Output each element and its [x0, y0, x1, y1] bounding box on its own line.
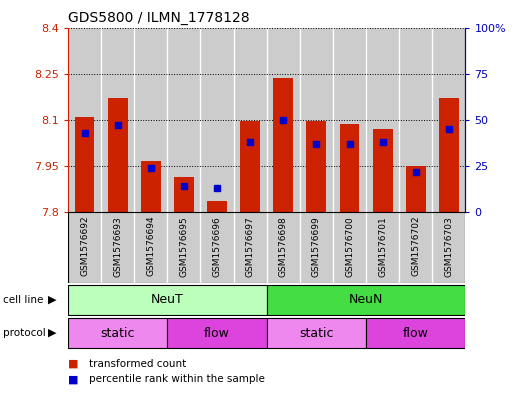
Text: GSM1576698: GSM1576698 — [279, 216, 288, 277]
Text: static: static — [299, 327, 334, 340]
Text: GSM1576703: GSM1576703 — [445, 216, 453, 277]
Text: GSM1576692: GSM1576692 — [80, 216, 89, 276]
Text: ▶: ▶ — [48, 328, 56, 338]
Bar — [333, 212, 366, 283]
Bar — [68, 318, 167, 348]
Text: static: static — [100, 327, 135, 340]
Bar — [141, 162, 161, 212]
Bar — [399, 212, 433, 283]
Text: flow: flow — [204, 327, 230, 340]
Text: cell line: cell line — [3, 295, 43, 305]
Bar — [101, 212, 134, 283]
Text: GSM1576697: GSM1576697 — [246, 216, 255, 277]
Text: ■: ■ — [68, 358, 78, 369]
Text: GSM1576693: GSM1576693 — [113, 216, 122, 277]
Bar — [200, 28, 234, 212]
Text: GSM1576694: GSM1576694 — [146, 216, 155, 276]
Bar — [366, 28, 399, 212]
Bar — [300, 28, 333, 212]
Bar — [406, 166, 426, 212]
Text: GSM1576701: GSM1576701 — [378, 216, 387, 277]
Bar — [433, 28, 465, 212]
Bar — [134, 28, 167, 212]
Bar — [300, 212, 333, 283]
Bar — [234, 28, 267, 212]
Bar — [68, 28, 101, 212]
Bar — [240, 121, 260, 212]
Bar — [167, 28, 200, 212]
Text: GSM1576700: GSM1576700 — [345, 216, 354, 277]
Bar — [373, 129, 393, 212]
Bar — [333, 28, 366, 212]
Bar — [267, 285, 465, 315]
Bar — [399, 28, 433, 212]
Text: ▶: ▶ — [48, 295, 56, 305]
Text: percentile rank within the sample: percentile rank within the sample — [89, 374, 265, 384]
Text: GSM1576699: GSM1576699 — [312, 216, 321, 277]
Bar — [68, 212, 101, 283]
Bar — [68, 285, 267, 315]
Text: transformed count: transformed count — [89, 358, 186, 369]
Text: NeuT: NeuT — [151, 293, 184, 306]
Bar — [366, 212, 399, 283]
Text: GSM1576696: GSM1576696 — [212, 216, 222, 277]
Text: GDS5800 / ILMN_1778128: GDS5800 / ILMN_1778128 — [68, 11, 249, 25]
Bar — [267, 28, 300, 212]
Bar — [366, 318, 465, 348]
Bar — [439, 98, 459, 212]
Text: ■: ■ — [68, 374, 78, 384]
Bar — [167, 318, 267, 348]
Bar — [339, 125, 359, 212]
Text: flow: flow — [403, 327, 429, 340]
Bar — [200, 212, 234, 283]
Bar — [433, 212, 465, 283]
Bar — [267, 212, 300, 283]
Bar — [101, 28, 134, 212]
Bar — [75, 117, 95, 212]
Bar — [234, 212, 267, 283]
Bar — [174, 177, 194, 212]
Bar — [306, 121, 326, 212]
Text: protocol: protocol — [3, 328, 46, 338]
Bar — [274, 78, 293, 212]
Text: GSM1576695: GSM1576695 — [179, 216, 188, 277]
Text: GSM1576702: GSM1576702 — [411, 216, 420, 276]
Bar — [108, 98, 128, 212]
Bar — [167, 212, 200, 283]
Text: NeuN: NeuN — [349, 293, 383, 306]
Bar — [267, 318, 366, 348]
Bar — [134, 212, 167, 283]
Bar — [207, 202, 227, 212]
